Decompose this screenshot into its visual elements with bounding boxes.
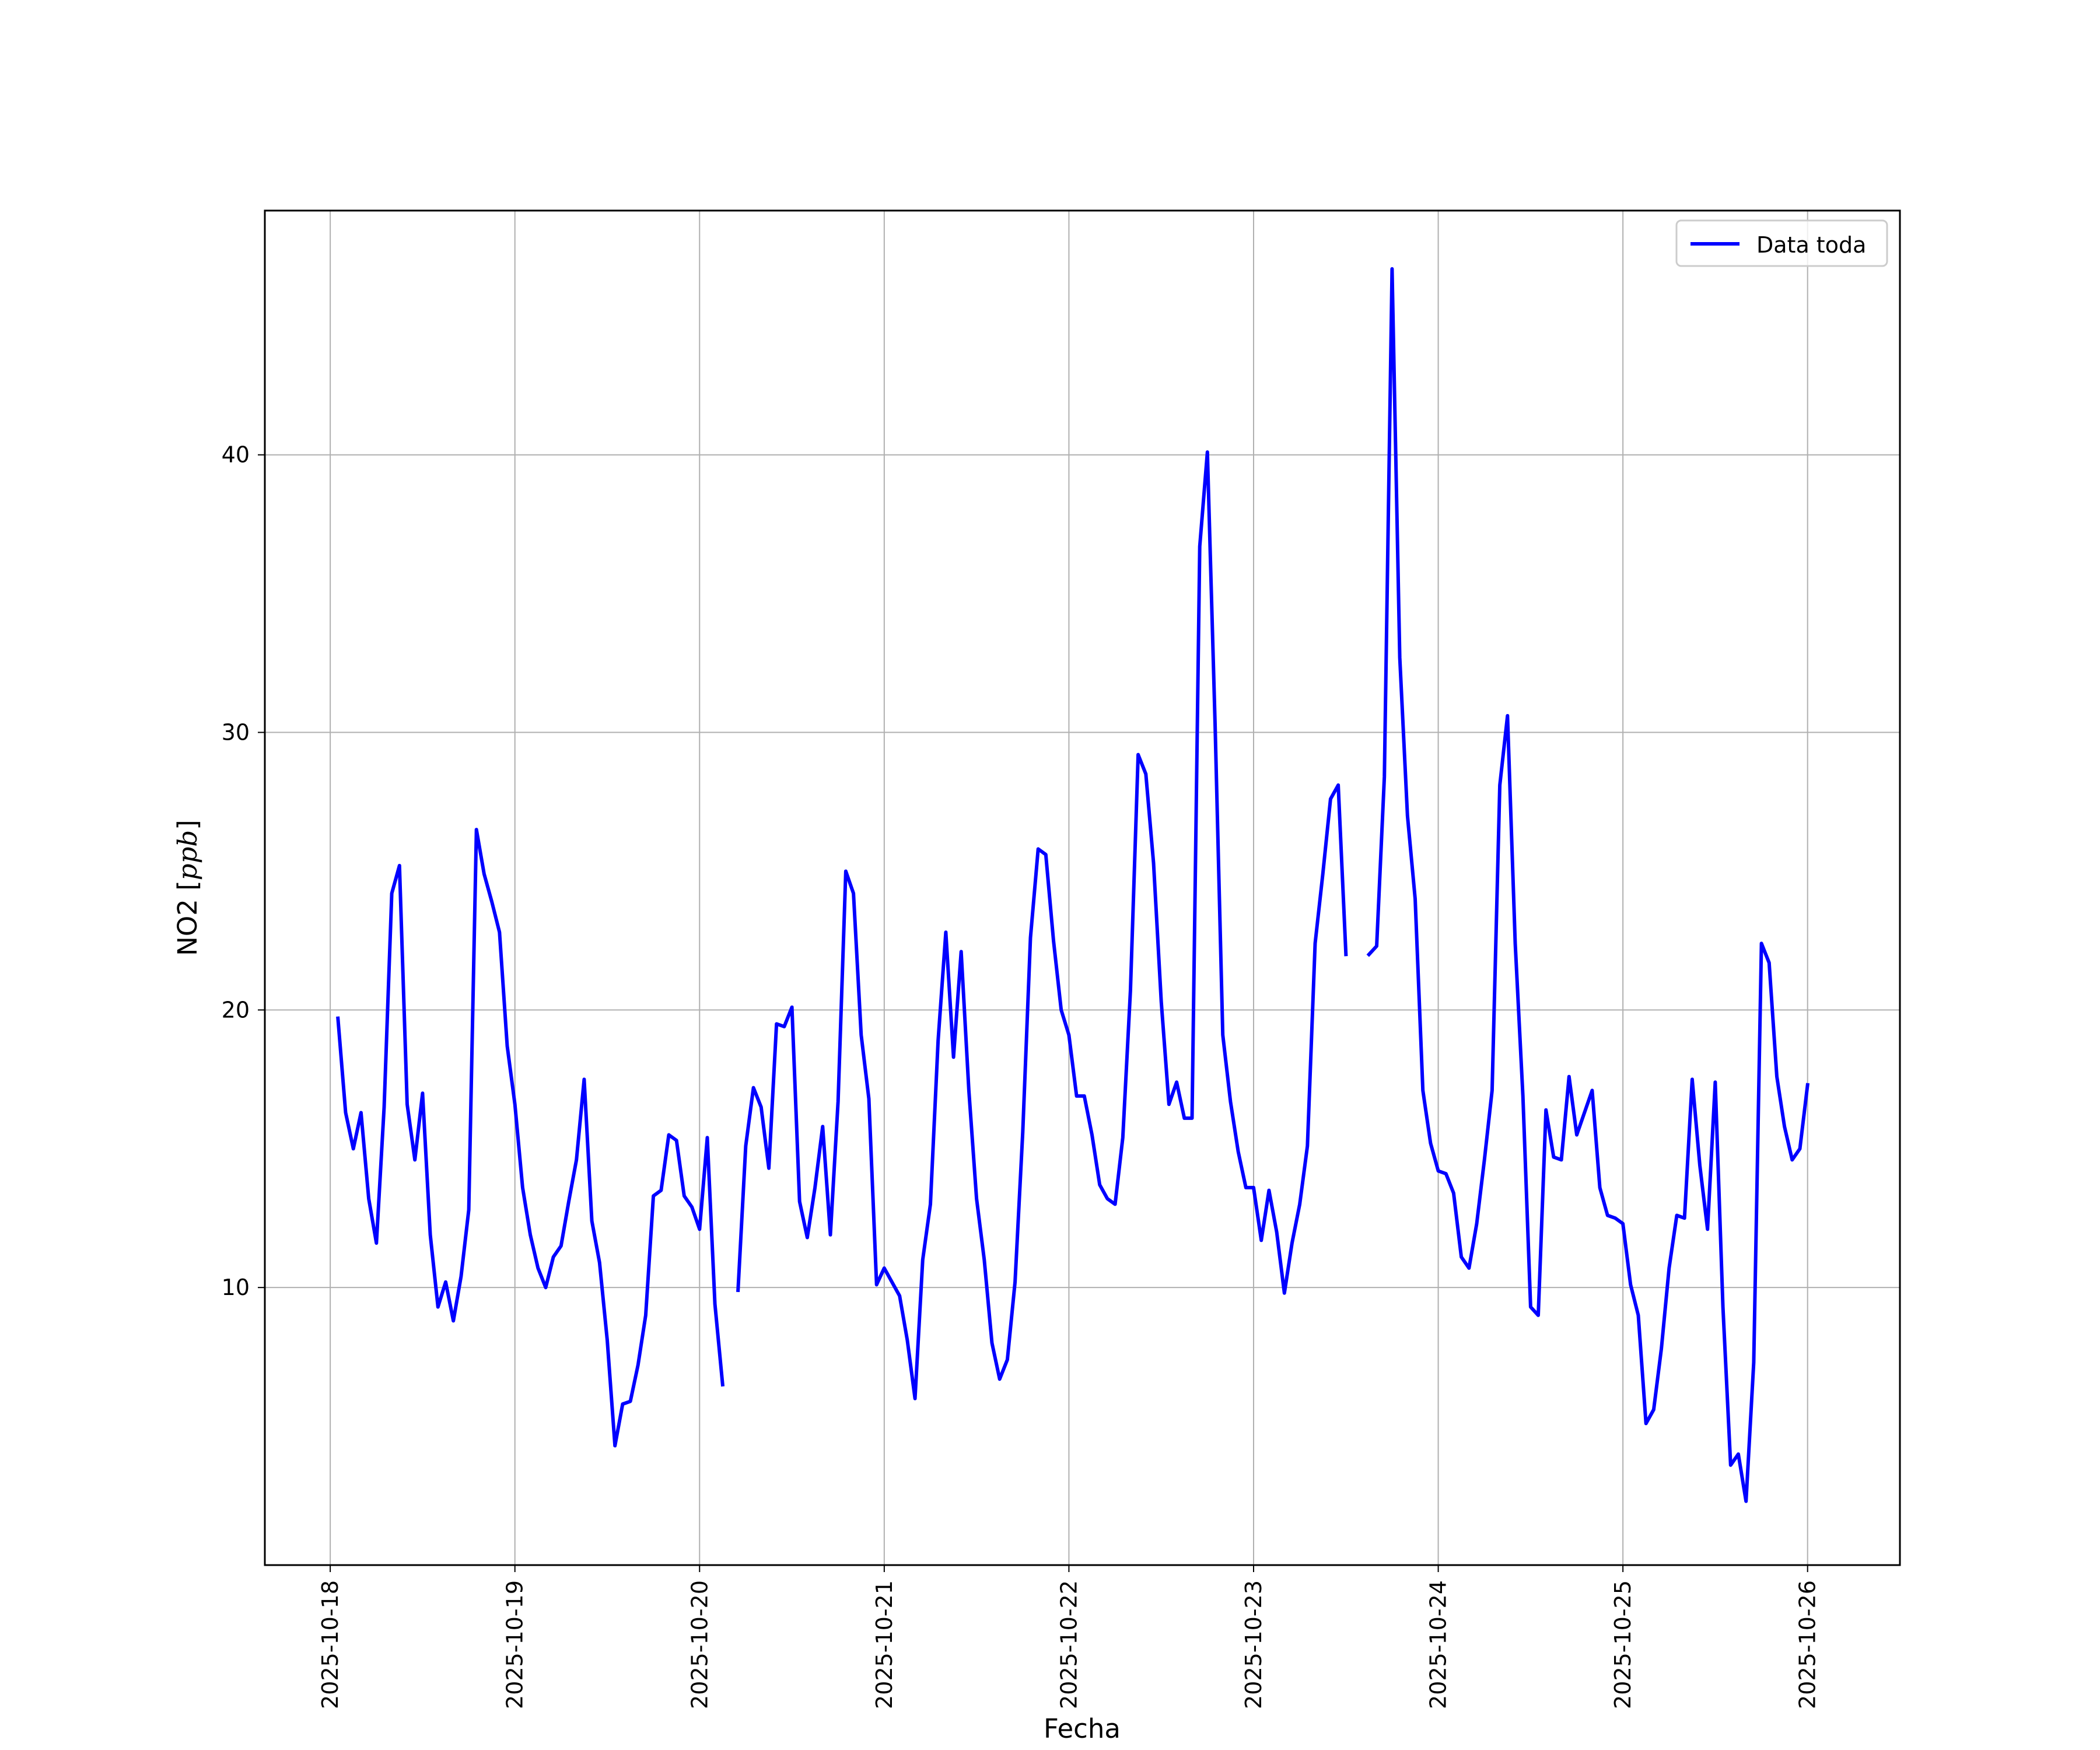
legend: Data toda — [1675, 219, 1888, 267]
x-tick-label: 2025-10-23 — [1241, 1580, 1266, 1709]
y-tick-label: 10 — [222, 1275, 250, 1300]
legend-box — [1675, 219, 1888, 267]
x-tick-label: 2025-10-20 — [687, 1580, 712, 1709]
x-tick-label: 2025-10-19 — [502, 1580, 528, 1709]
y-tick-label: 30 — [222, 720, 250, 746]
grid-lines — [265, 211, 1900, 1565]
y-tick-label: 20 — [222, 997, 250, 1023]
x-axis: 2025-10-18 2025-10-19 2025-10-20 2025-10-21… — [317, 1565, 1821, 1709]
legend-label: Data toda — [1756, 232, 1866, 258]
plot-frame — [264, 209, 1901, 1566]
x-axis-label: Fecha — [1044, 1713, 1121, 1744]
series-line-segment — [736, 450, 1348, 1401]
series-line-segment — [1366, 267, 1810, 1503]
series-layer — [336, 267, 1810, 1503]
x-tick-label: 2025-10-24 — [1426, 1580, 1451, 1709]
series-line-segment — [336, 828, 725, 1448]
y-axis-label: NO2 [ppb] — [172, 820, 203, 956]
y-axis: 10 20 30 40 — [222, 442, 265, 1300]
x-tick-label: 2025-10-22 — [1056, 1580, 1082, 1709]
x-tick-label: 2025-10-25 — [1610, 1580, 1636, 1709]
x-tick-label: 2025-10-21 — [872, 1580, 897, 1709]
x-tick-label: 2025-10-26 — [1795, 1580, 1821, 1709]
y-tick-label: 40 — [222, 442, 250, 468]
x-tick-label: 2025-10-18 — [317, 1580, 343, 1709]
